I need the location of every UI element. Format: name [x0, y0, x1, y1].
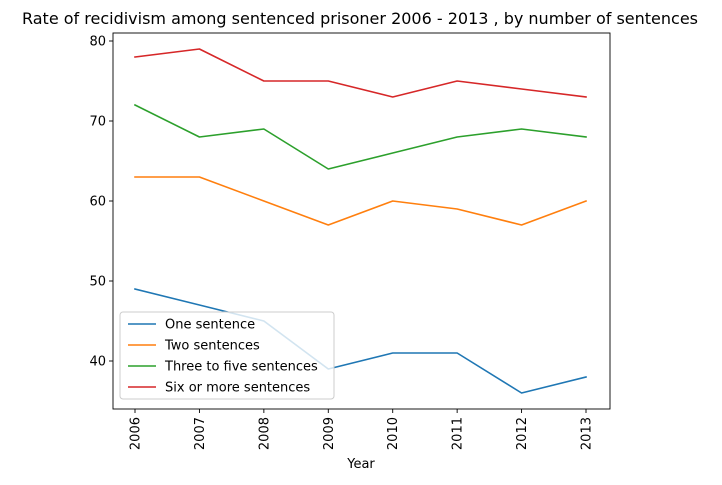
x-tick-label: 2013: [580, 417, 595, 450]
x-tick-label: 2010: [386, 417, 401, 450]
y-tick-label: 70: [89, 115, 106, 130]
x-axis-label: Year: [346, 457, 375, 472]
axes: 40 50 60 70 80 2006 2007 2008 2009 2010 2011 2012 20…: [89, 32, 611, 450]
legend-box: [119, 311, 335, 400]
x-tick-label: 2007: [193, 417, 208, 450]
x-tick-label: 2012: [515, 417, 530, 450]
legend-label-0: One sentence: [165, 318, 255, 333]
plot-area: [133, 48, 588, 394]
y-tick-label: 60: [89, 195, 106, 210]
series-line-0: [134, 288, 587, 394]
y-tick-label: 50: [89, 275, 106, 290]
series-line-2: [133, 103, 587, 170]
legend-label-3: Six or more sentences: [165, 381, 310, 396]
y-tick-label: 80: [89, 35, 106, 50]
x-tick-label: 2008: [257, 417, 272, 450]
axes-frame: [112, 32, 611, 410]
series-line-1: [134, 176, 588, 226]
x-tick-label: 2011: [451, 417, 466, 450]
x-tick-label: 2006: [129, 417, 144, 450]
chart-title: Rate of recidivism among sentenced priso…: [22, 9, 698, 28]
legend-label-2: Three to five sentences: [164, 360, 318, 375]
y-tick-label: 40: [89, 355, 106, 370]
legend-label-1: Two sentences: [164, 339, 260, 354]
legend: One sentence Two sentences Three to five s…: [119, 311, 335, 400]
series-line-3: [134, 48, 587, 98]
x-tick-label: 2009: [322, 417, 337, 450]
